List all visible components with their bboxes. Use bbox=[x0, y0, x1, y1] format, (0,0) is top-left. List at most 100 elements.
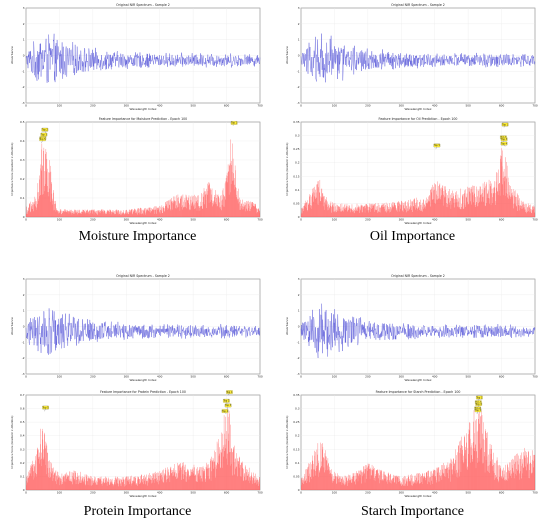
y-tick-label: 0.15 bbox=[293, 174, 299, 178]
x-tick-label: 500 bbox=[465, 104, 471, 108]
x-tick-label: 200 bbox=[365, 104, 371, 108]
x-tick-label: 300 bbox=[399, 491, 405, 495]
y-tick-label: 0.5 bbox=[20, 120, 25, 124]
x-tick-label: 400 bbox=[157, 104, 163, 108]
x-tick-label: 500 bbox=[190, 104, 196, 108]
annotation-label: Top 5 bbox=[475, 409, 482, 412]
panel-starch-svg: Original NIR Spectrum - Sample 2 Wavelen… bbox=[285, 274, 538, 498]
annotation-box bbox=[476, 395, 483, 400]
x-tick-label: 0 bbox=[300, 375, 302, 379]
y-tick-label: 0.4 bbox=[20, 139, 25, 143]
y-tick-label: 0.1 bbox=[295, 461, 300, 465]
y-tick-label: 1 bbox=[23, 38, 25, 42]
caption-protein: Protein Importance bbox=[83, 504, 192, 519]
annotation-box bbox=[226, 390, 233, 394]
importance-xlabel: Wavelength Index bbox=[129, 494, 156, 498]
x-tick-label: 700 bbox=[257, 104, 263, 108]
x-tick-label: 0 bbox=[25, 491, 27, 495]
x-tick-label: 700 bbox=[257, 218, 263, 222]
caption-oil: Oil Importance bbox=[369, 229, 456, 244]
x-tick-label: 400 bbox=[157, 218, 163, 222]
annotation-box bbox=[39, 137, 46, 142]
importance-title: Feature Importance for Moisture Predicti… bbox=[99, 117, 187, 121]
spectrum-ylabel: Absorbance bbox=[285, 46, 289, 64]
annotation-label: Top 3 bbox=[225, 404, 232, 407]
importance-chart: Feature Importance for Moisture Predicti… bbox=[10, 117, 263, 225]
annotation-box bbox=[474, 408, 482, 413]
x-tick-label: 300 bbox=[124, 104, 130, 108]
spectrum-axes: 0 100 200 300 400 500 600 700 -3 -2 -1 0 1 2 3 bbox=[297, 6, 538, 108]
x-tick-label: 0 bbox=[300, 491, 302, 495]
spectrum-xlabel: Wavelength Index bbox=[404, 107, 431, 111]
x-tick-label: 100 bbox=[57, 491, 63, 495]
panel-moisture-svg: Original NIR Spectrum - Sample 2 Wavelen… bbox=[10, 3, 263, 225]
y-tick-label: 0.05 bbox=[293, 201, 299, 205]
x-tick-label: 300 bbox=[124, 218, 130, 222]
y-tick-label: 0.35 bbox=[293, 120, 299, 124]
x-tick-label: 300 bbox=[399, 104, 405, 108]
spectrum-title: Original NIR Spectrum - Sample 2 bbox=[391, 274, 445, 278]
x-tick-label: 500 bbox=[190, 375, 196, 379]
importance-bars bbox=[301, 407, 536, 490]
panel-protein-svg: Original NIR Spectrum - Sample 2 Wavelen… bbox=[10, 274, 263, 498]
spectrum-line bbox=[25, 33, 261, 83]
y-tick-label: 0 bbox=[23, 54, 25, 58]
spectrum-chart: Original NIR Spectrum - Sample 2 Wavelen… bbox=[10, 3, 263, 111]
importance-ylabel: Importance Score (Gradient × Attention) bbox=[285, 143, 289, 196]
x-tick-label: 200 bbox=[90, 491, 96, 495]
x-tick-label: 600 bbox=[224, 491, 230, 495]
y-tick-label: 0 bbox=[23, 325, 25, 329]
spectrum-line bbox=[300, 303, 536, 359]
annotation-label: Top 5 bbox=[40, 138, 47, 141]
y-tick-label: 0 bbox=[298, 215, 300, 219]
y-tick-label: -3 bbox=[297, 101, 300, 105]
annotation-label: Top 5 bbox=[43, 406, 50, 409]
y-tick-label: -3 bbox=[297, 372, 300, 376]
y-tick-label: 3 bbox=[23, 277, 25, 281]
panel-protein: Original NIR Spectrum - Sample 2 Wavelen… bbox=[0, 261, 275, 522]
y-tick-label: 2 bbox=[23, 22, 25, 26]
y-tick-label: 0.4 bbox=[20, 434, 25, 438]
importance-chart: Feature Importance for Oil Prediction - … bbox=[285, 117, 538, 225]
annotation-box bbox=[230, 121, 238, 125]
x-tick-label: 500 bbox=[190, 218, 196, 222]
x-tick-label: 200 bbox=[365, 218, 371, 222]
importance-ylabel: Importance Score (Gradient × Attention) bbox=[10, 416, 14, 469]
annotation-label: Top 1 bbox=[226, 391, 233, 394]
spectrum-chart: Original NIR Spectrum - Sample 2 Wavelen… bbox=[10, 274, 263, 382]
x-tick-label: 400 bbox=[432, 104, 438, 108]
x-tick-label: 300 bbox=[124, 491, 130, 495]
y-tick-label: 0.2 bbox=[295, 161, 300, 165]
importance-chart: Feature Importance for Protein Predictio… bbox=[10, 390, 263, 498]
y-tick-label: 0.6 bbox=[20, 407, 25, 411]
spectrum-line bbox=[25, 308, 261, 355]
y-tick-label: 0.3 bbox=[295, 134, 300, 138]
x-tick-label: 400 bbox=[157, 375, 163, 379]
y-tick-label: -2 bbox=[297, 85, 300, 89]
caption-moisture: Moisture Importance bbox=[78, 229, 197, 244]
spectrum-line bbox=[300, 33, 536, 83]
y-tick-label: -2 bbox=[22, 85, 25, 89]
annotation-label: Top 2 bbox=[223, 400, 230, 403]
x-tick-label: 500 bbox=[465, 491, 471, 495]
spectrum-axes: 0 100 200 300 400 500 600 700 -3 -2 -1 0 1 2 3 bbox=[22, 277, 263, 379]
y-tick-label: 0.2 bbox=[20, 461, 25, 465]
y-tick-label: 0.05 bbox=[293, 474, 299, 478]
x-tick-label: 700 bbox=[532, 104, 538, 108]
panel-moisture: Original NIR Spectrum - Sample 2 Wavelen… bbox=[0, 0, 275, 261]
y-tick-label: 0 bbox=[23, 488, 25, 492]
y-tick-label: 0 bbox=[298, 488, 300, 492]
y-tick-label: 3 bbox=[298, 277, 300, 281]
y-tick-label: 3 bbox=[298, 6, 300, 10]
y-tick-label: 0.3 bbox=[20, 447, 25, 451]
x-tick-label: 100 bbox=[57, 104, 63, 108]
importance-ylabel: Importance Score (Gradient × Attention) bbox=[10, 143, 14, 196]
x-tick-label: 600 bbox=[499, 104, 505, 108]
x-tick-label: 300 bbox=[399, 375, 405, 379]
y-tick-label: 0 bbox=[23, 215, 25, 219]
spectrum-xlabel: Wavelength Index bbox=[404, 378, 431, 382]
y-tick-label: 0.25 bbox=[293, 420, 299, 424]
importance-xlabel: Wavelength Index bbox=[129, 221, 156, 225]
x-tick-label: 100 bbox=[332, 491, 338, 495]
